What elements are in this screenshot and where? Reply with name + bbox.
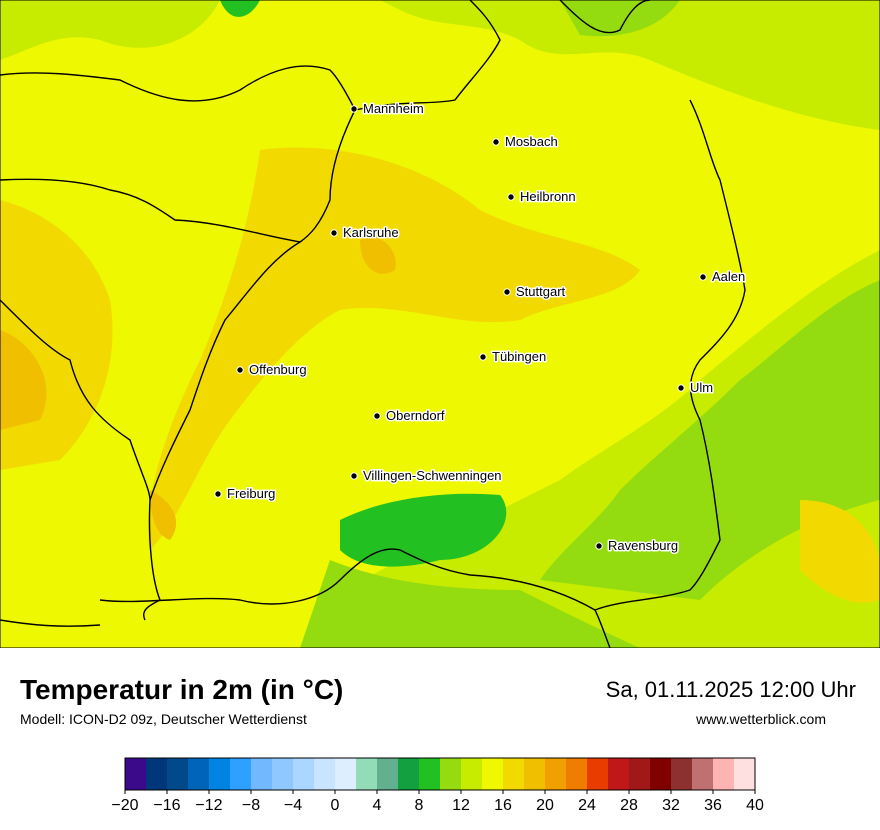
colorbar-tick-label: 0 — [331, 797, 340, 814]
cities: Mannheim Mosbach Heilbronn Karlsruhe Aalen St… — [214, 100, 747, 555]
colorbar-bin — [713, 758, 734, 790]
colorbar-bin — [272, 758, 293, 790]
colorbar-tick-label: 16 — [494, 797, 512, 814]
colorbar-bin — [335, 758, 356, 790]
colorbar-bin — [146, 758, 167, 790]
state-border — [0, 65, 356, 243]
colorbar-bin — [608, 758, 629, 790]
colorbar-bin — [461, 758, 482, 790]
borders — [0, 0, 746, 649]
colorbar-bin — [188, 758, 209, 790]
city-dot — [373, 412, 381, 420]
colorbar-tick-label: 12 — [452, 797, 470, 814]
state-border — [594, 99, 746, 611]
city-dot — [677, 384, 685, 392]
city-dot — [350, 105, 358, 113]
colorbar-bin — [482, 758, 503, 790]
colorbar-frame — [124, 757, 756, 791]
city-label: Ravensburg — [608, 538, 678, 553]
colorbar-tick-label: −12 — [195, 797, 222, 814]
city-label: Freiburg — [227, 486, 275, 501]
colorbar-tick-label: 32 — [662, 797, 680, 814]
colorbar-bin — [167, 758, 188, 790]
city-dot — [503, 288, 511, 296]
colorbar-bin — [356, 758, 377, 790]
border — [0, 619, 101, 627]
colorbar-tick-label: 20 — [536, 797, 554, 814]
city-dot — [236, 366, 244, 374]
colorbar-bin — [524, 758, 545, 790]
city-label: Heilbronn — [520, 189, 576, 204]
city-label: Oberndorf — [386, 408, 445, 423]
colorbar-bin — [440, 758, 461, 790]
colorbar-tick-label: 28 — [620, 797, 638, 814]
colorbar-bin — [692, 758, 713, 790]
colorbar-tick-label: 36 — [704, 797, 722, 814]
legend-panel — [0, 648, 880, 830]
state-border — [559, 0, 651, 34]
colorbar-bin — [398, 758, 419, 790]
colorbar-tick-label: −16 — [153, 797, 180, 814]
colorbar-bin — [251, 758, 272, 790]
title: Temperatur in 2m (in °C) — [20, 674, 343, 705]
city-label: Offenburg — [249, 362, 307, 377]
colorbar-bin — [230, 758, 251, 790]
colorbar-tick-label: −20 — [111, 797, 138, 814]
website: www.wetterblick.com — [695, 711, 826, 727]
colorbar-bin — [125, 758, 146, 790]
colorbar-bin — [566, 758, 587, 790]
colorbar-bin — [209, 758, 230, 790]
colorbar-bin — [587, 758, 608, 790]
colorbar-tick-label: 8 — [415, 797, 424, 814]
french-border — [0, 299, 151, 501]
city-label: Mosbach — [505, 134, 558, 149]
colorbar-bin — [314, 758, 335, 790]
city-dot — [699, 273, 707, 281]
city-dot — [214, 490, 222, 498]
colorbar-bin — [629, 758, 650, 790]
colorbar-tick-label: 4 — [373, 797, 382, 814]
colorbar-tick-label: 24 — [578, 797, 596, 814]
colorbar-bin — [503, 758, 524, 790]
swiss-border — [99, 548, 611, 649]
city-dot — [350, 472, 358, 480]
temperature-field — [0, 0, 880, 648]
datetime: Sa, 01.11.2025 12:00 Uhr — [606, 677, 856, 702]
colorbar-tick-label: −4 — [284, 797, 302, 814]
city-dot — [330, 229, 338, 237]
colorbar-bin — [293, 758, 314, 790]
colorbar-bin — [545, 758, 566, 790]
city-dot — [595, 542, 603, 550]
city-label: Tübingen — [492, 349, 546, 364]
model-info: Modell: ICON-D2 09z, Deutscher Wetterdie… — [20, 711, 307, 727]
state-border — [354, 0, 501, 111]
city-label: Aalen — [712, 269, 745, 284]
rhine-border — [0, 178, 302, 621]
city-label: Stuttgart — [516, 284, 566, 299]
colorbar: −20 −16 −12 −8 −4 0 4 8 12 16 20 24 28 32 36 40 — [111, 757, 764, 814]
colorbar-tick-label: −8 — [242, 797, 260, 814]
colorbar-tick-label: 40 — [746, 797, 764, 814]
city-label: Karlsruhe — [343, 225, 399, 240]
colorbar-bin — [419, 758, 440, 790]
city-label: Ulm — [690, 380, 713, 395]
colorbar-bin — [734, 758, 755, 790]
colorbar-bin — [671, 758, 692, 790]
colorbar-bin — [377, 758, 398, 790]
city-dot — [479, 353, 487, 361]
city-label: Villingen-Schwenningen — [363, 468, 502, 483]
city-dot — [507, 193, 515, 201]
city-dot — [492, 138, 500, 146]
colorbar-bin — [650, 758, 671, 790]
city-label: Mannheim — [363, 101, 424, 116]
